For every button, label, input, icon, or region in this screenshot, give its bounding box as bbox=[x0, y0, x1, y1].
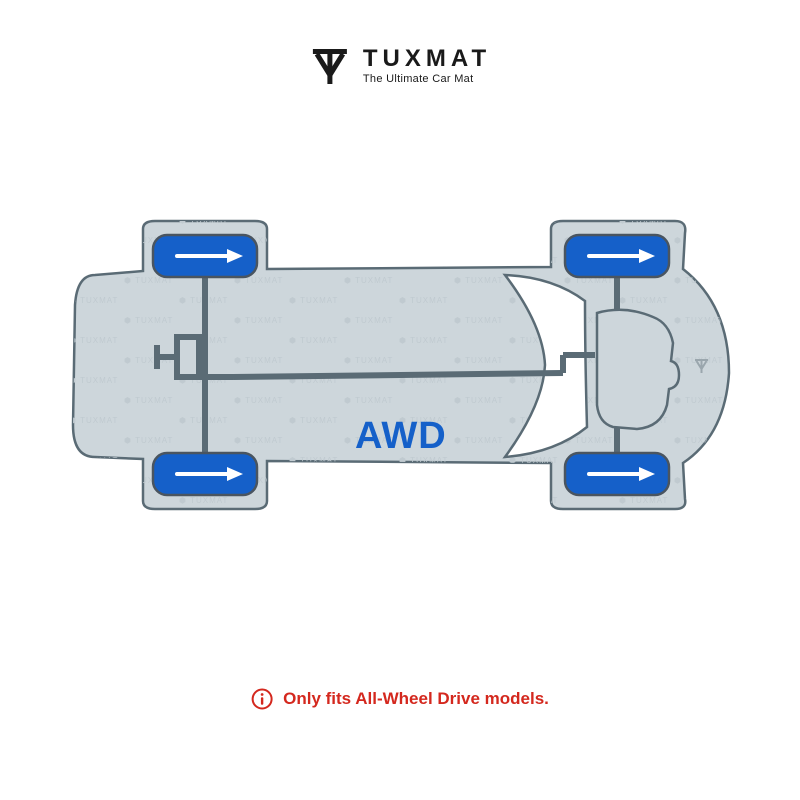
wheel-front-right bbox=[565, 453, 669, 495]
logo-text-block: TUXMAT The Ultimate Car Mat bbox=[363, 47, 491, 85]
footer-notice: Only fits All-Wheel Drive models. bbox=[251, 688, 549, 710]
info-icon bbox=[251, 688, 273, 710]
driveshaft bbox=[233, 373, 563, 377]
awd-diagram: ⬢ TUXMAT ⬢ TUXMAT bbox=[65, 205, 735, 525]
tuxmat-logo-icon bbox=[309, 45, 351, 87]
brand-tagline: The Ultimate Car Mat bbox=[363, 73, 491, 85]
wheel-rear-right bbox=[153, 453, 257, 495]
wheel-front-left bbox=[565, 235, 669, 277]
header: TUXMAT The Ultimate Car Mat bbox=[309, 45, 491, 87]
notice-text: Only fits All-Wheel Drive models. bbox=[283, 689, 549, 709]
brand-name: TUXMAT bbox=[363, 47, 491, 71]
wheel-rear-left bbox=[153, 235, 257, 277]
drivetrain-label: AWD bbox=[355, 415, 447, 458]
